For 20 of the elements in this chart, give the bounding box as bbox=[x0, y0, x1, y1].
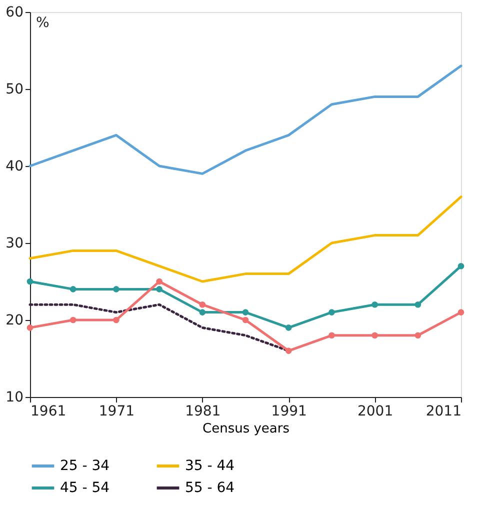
y-tick-label: 40 bbox=[6, 158, 24, 174]
y-tick-label: 30 bbox=[6, 236, 24, 252]
line-series bbox=[28, 64, 462, 175]
x-tick-label: 1981 bbox=[185, 404, 221, 420]
y-tick-label: 10 bbox=[6, 390, 24, 406]
legend-label: 25 - 34 bbox=[60, 458, 110, 474]
x-tick-label: 1971 bbox=[98, 404, 135, 420]
line-series bbox=[28, 196, 462, 283]
y-axis-title: % bbox=[36, 15, 50, 31]
legend-label: 45 - 54 bbox=[60, 480, 110, 496]
y-tick-label: 20 bbox=[6, 312, 24, 328]
legend-label: 35 - 44 bbox=[185, 458, 235, 474]
x-tick-label: 2011 bbox=[426, 404, 462, 420]
legend-label: 55 - 64 bbox=[185, 480, 235, 496]
x-tick-label: 1991 bbox=[271, 404, 307, 420]
y-tick-label: 60 bbox=[6, 4, 24, 20]
y-tick-label: 50 bbox=[6, 82, 24, 98]
x-tick-label: 2001 bbox=[357, 404, 394, 420]
x-tick-label: 1961 bbox=[30, 404, 66, 420]
x-axis-title: Census years bbox=[202, 422, 290, 436]
